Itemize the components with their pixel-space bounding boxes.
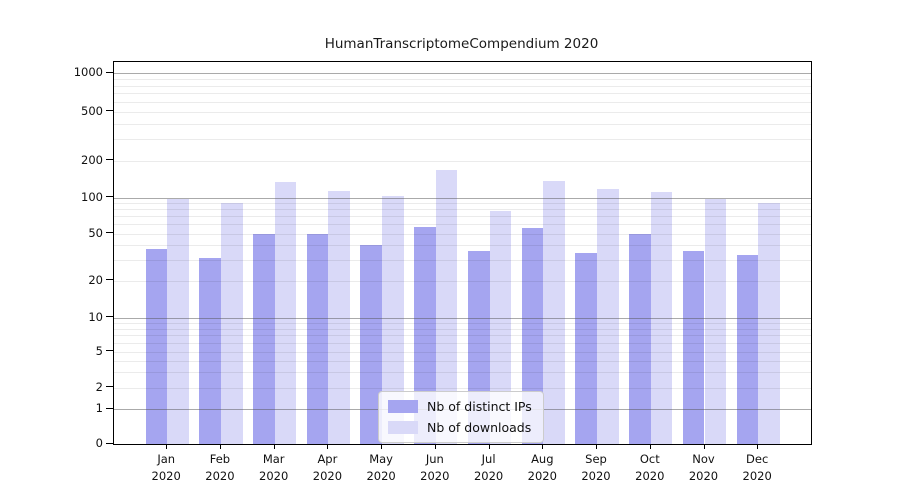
y-tick-mark	[106, 232, 113, 234]
y-tick-label: 500	[81, 103, 103, 118]
y-tick-label: 5	[95, 343, 103, 358]
bar-nb-of-distinct-ips	[360, 245, 383, 444]
x-tick-mark	[542, 444, 544, 449]
x-tick-mark	[488, 444, 490, 449]
x-tick-label: Apr 2020	[312, 452, 343, 483]
bar-nb-of-downloads	[650, 191, 673, 444]
bar-nb-of-distinct-ips	[414, 226, 436, 444]
bar-nb-of-downloads	[489, 210, 512, 444]
legend: Nb of distinct IPs Nb of downloads	[378, 391, 544, 443]
x-tick-label: Aug 2020	[527, 452, 557, 483]
y-tick-mark	[106, 442, 113, 444]
y-tick-mark	[106, 350, 113, 352]
bar-nb-of-distinct-ips	[575, 253, 597, 444]
y-tick-label: 10	[88, 309, 103, 324]
bar-nb-of-downloads	[274, 181, 297, 444]
y-tick-label: 0	[95, 436, 103, 450]
y-tick-mark	[106, 159, 113, 161]
x-tick-mark	[166, 444, 168, 449]
x-tick-mark	[219, 444, 221, 449]
x-tick-label: Sep 2020	[581, 452, 611, 483]
bar-nb-of-downloads	[758, 203, 780, 444]
bar-nb-of-distinct-ips	[145, 249, 168, 444]
x-tick-label: May 2020	[366, 452, 396, 483]
legend-item-downloads: Nb of downloads	[388, 420, 532, 435]
x-tick-label: Mar 2020	[259, 452, 289, 483]
bar-nb-of-downloads	[167, 198, 189, 444]
bar-nb-of-downloads	[328, 190, 351, 444]
x-tick-mark	[757, 444, 759, 449]
y-tick-mark	[106, 110, 113, 112]
x-tick-label: Jul 2020	[473, 452, 504, 483]
x-tick-label: Dec 2020	[742, 452, 772, 483]
bar-nb-of-downloads	[704, 198, 727, 444]
bar-nb-of-downloads	[435, 170, 458, 444]
y-tick-label: 100	[81, 189, 103, 204]
y-tick-mark	[106, 407, 113, 409]
y-tick-mark	[106, 386, 113, 388]
bar-nb-of-downloads	[597, 189, 619, 444]
y-tick-label: 200	[81, 152, 103, 167]
bar-nb-of-distinct-ips	[253, 233, 275, 444]
bar-nb-of-downloads	[220, 202, 243, 444]
y-tick-mark	[106, 279, 113, 281]
bars-layer	[114, 62, 811, 444]
x-tick-mark	[649, 444, 651, 449]
bar-nb-of-distinct-ips	[629, 233, 651, 444]
y-tick-mark	[106, 196, 113, 198]
x-tick-mark	[381, 444, 383, 449]
legend-swatch-distinct-ips-icon	[388, 400, 418, 413]
y-tick-label: 1000	[73, 65, 103, 80]
x-tick-label: Jan 2020	[151, 452, 181, 483]
chart-title: HumanTranscriptomeCompendium 2020	[324, 36, 599, 52]
bar-nb-of-downloads	[382, 195, 404, 444]
x-tick-label: Feb 2020	[205, 452, 235, 483]
y-tick-mark	[106, 316, 113, 317]
legend-label-downloads: Nb of downloads	[427, 420, 532, 435]
x-tick-mark	[273, 444, 275, 449]
x-tick-mark	[596, 444, 597, 449]
y-tick-mark	[106, 71, 113, 73]
plot-area	[113, 61, 812, 445]
x-tick-mark	[703, 444, 705, 449]
x-tick-label: Nov 2020	[688, 452, 719, 483]
legend-swatch-downloads-icon	[388, 421, 418, 434]
legend-label-distinct-ips: Nb of distinct IPs	[427, 399, 532, 414]
bar-nb-of-distinct-ips	[736, 255, 759, 444]
bar-nb-of-distinct-ips	[199, 258, 221, 444]
x-tick-mark	[434, 444, 436, 449]
x-tick-mark	[327, 444, 329, 449]
y-tick-label: 1	[95, 401, 103, 415]
y-tick-label: 50	[88, 225, 103, 240]
bar-nb-of-distinct-ips	[306, 233, 329, 444]
bar-nb-of-downloads	[543, 180, 565, 444]
bar-nb-of-distinct-ips	[521, 227, 544, 444]
x-tick-label: Jun 2020	[420, 452, 450, 483]
x-tick-label: Oct 2020	[635, 452, 665, 483]
bar-nb-of-distinct-ips	[682, 250, 705, 444]
y-tick-label: 2	[95, 379, 103, 394]
legend-item-distinct-ips: Nb of distinct IPs	[388, 399, 532, 414]
y-tick-label: 20	[88, 272, 103, 287]
